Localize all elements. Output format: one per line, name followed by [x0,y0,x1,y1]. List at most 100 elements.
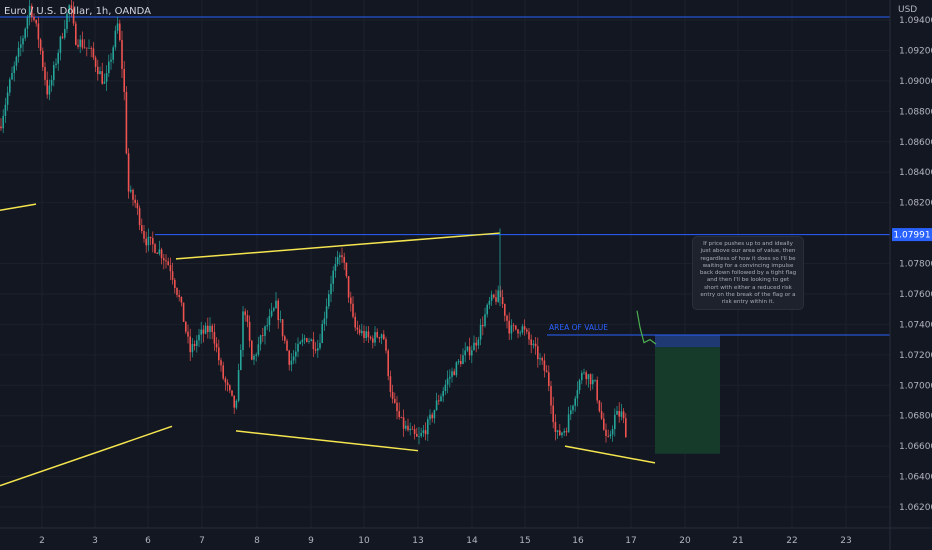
candle-body [114,30,117,48]
x-tick-label: 10 [358,536,370,546]
candle-body [132,189,134,200]
candle-body [451,371,453,377]
candle-body [57,52,59,64]
candle-body [9,79,11,93]
candle-body [405,425,407,429]
candle-body [321,324,323,343]
candle-body [110,59,112,62]
candle-body [556,430,559,432]
candle-body [592,379,594,385]
candle-body [70,5,73,9]
candle-body [347,276,350,298]
candle-body [312,339,315,350]
candle-body [455,362,458,376]
candle-body [605,429,607,436]
candle-body [554,422,557,432]
candle-body [191,344,194,353]
candle-body [589,374,592,385]
candle-body [193,344,196,346]
x-tick-label: 8 [254,536,260,546]
candle-body [273,308,275,311]
candle-body [361,330,363,334]
y-tick-label: 1.07600 [899,290,932,300]
candle-body [526,329,528,332]
candle-body [167,261,169,266]
y-tick-label: 1.09400 [899,16,932,26]
candle-body [603,418,605,430]
candle-body [259,335,262,345]
candle-body [519,332,521,334]
candle-body [523,326,526,330]
candle-body [387,350,389,377]
candle-body [136,203,139,209]
candle-body [552,405,554,423]
candle-body [0,126,2,129]
candle-body [400,417,403,418]
candle-body [319,342,321,349]
x-tick-label: 6 [145,536,151,546]
candle-body [339,255,341,258]
candle-body [314,349,317,351]
reward-zone [655,347,720,454]
annotation-text: If price pushes up to and ideally just a… [699,241,797,306]
y-tick-label: 1.07200 [899,351,932,361]
candle-body [103,81,106,84]
candle-body [479,324,482,340]
candle-body [11,73,13,80]
candle-body [409,428,411,431]
candle-body [6,92,9,105]
candle-body [330,283,332,295]
candle-body [402,417,405,429]
candle-body [352,303,354,317]
candle-body [334,264,337,271]
candle-body [295,351,297,357]
candle-body [72,8,75,24]
y-tick-label: 1.08400 [899,168,932,178]
candle-body [506,315,508,321]
candle-body [207,325,209,332]
last-price-badge [892,228,932,242]
candle-body [438,400,440,402]
candle-body [224,378,227,383]
candle-body [154,244,156,253]
candle-body [22,38,24,45]
y-tick-label: 1.08200 [899,199,932,209]
annotation-note[interactable]: If price pushes up to and ideally just a… [692,236,804,310]
candle-body [374,332,376,343]
x-tick-label: 22 [786,536,797,546]
candle-body [495,297,497,302]
candle-body [565,431,568,433]
candle-body [143,231,145,239]
candle-body [548,372,550,387]
candle-body [460,361,462,365]
candle-body [59,36,62,53]
candle-body [497,290,499,302]
candle-body [620,411,623,417]
candle-body [240,350,242,371]
candle-body [4,104,7,116]
candle-body [600,411,603,419]
candle-body [572,405,574,411]
candle-body [281,319,284,337]
currency-label: USD [898,5,917,15]
candle-body [35,19,37,24]
candle-body [534,343,537,347]
candle-body [416,433,418,437]
candle-body [222,365,224,379]
candle-body [187,331,189,337]
candle-body [94,57,97,67]
candle-body [383,334,385,340]
candle-body [442,390,444,397]
candle-body [306,338,308,342]
x-tick-label: 3 [92,536,98,546]
candle-body [424,430,427,435]
candle-body [607,435,609,437]
candle-body [169,265,172,272]
x-tick-label: 17 [625,536,636,546]
candle-body [24,28,26,39]
candle-body [152,238,154,245]
candle-body [277,300,279,321]
candle-body [486,304,488,315]
candle-body [266,325,268,327]
